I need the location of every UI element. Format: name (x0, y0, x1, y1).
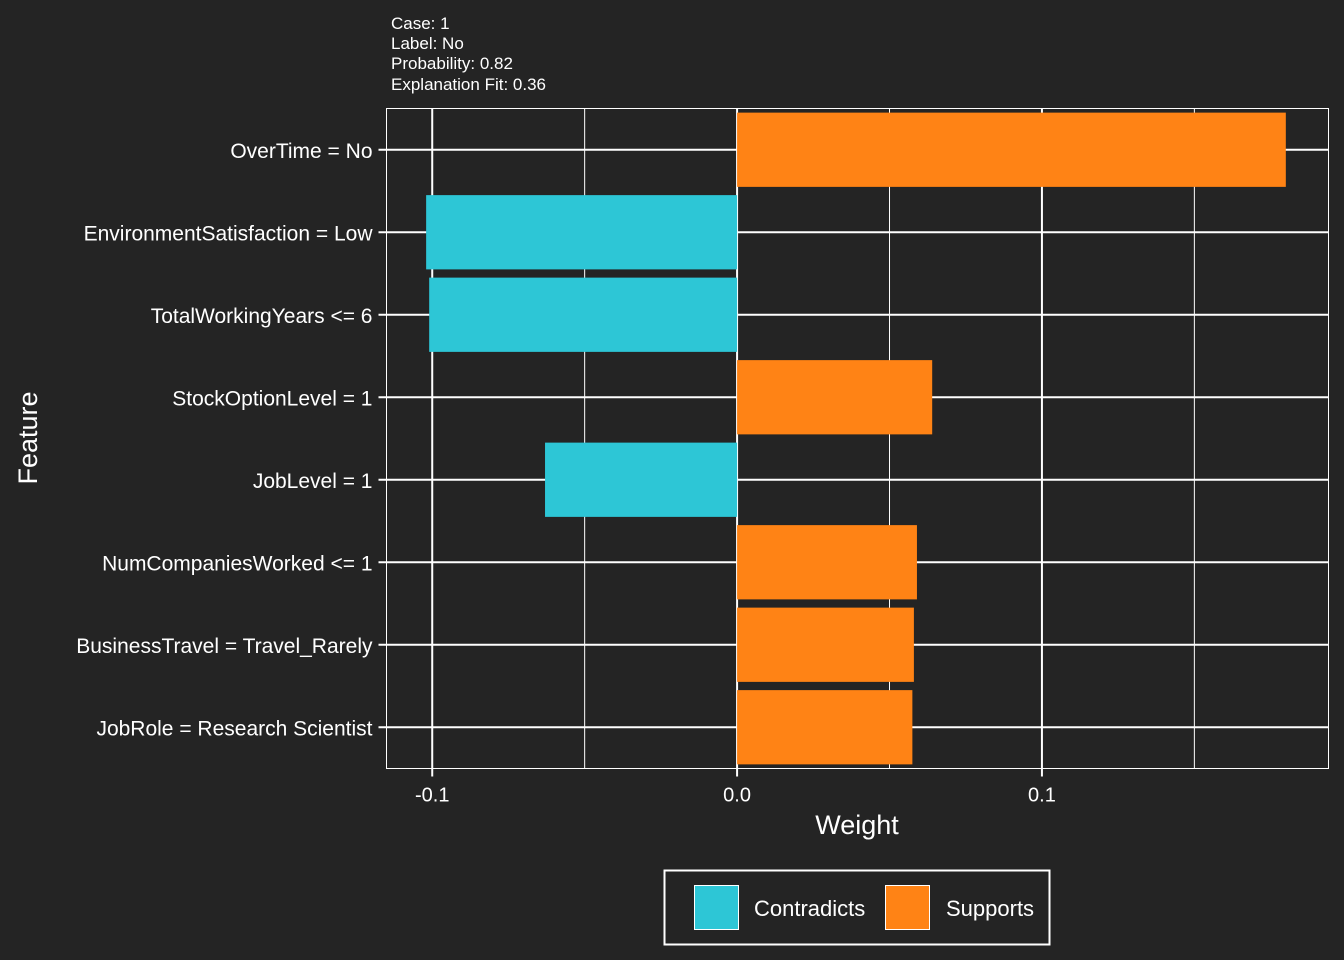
legend-box (663, 869, 1051, 946)
x-tick-label: -0.1 (415, 785, 449, 807)
y-axis: OverTime = No EnvironmentSatisfaction = L… (76, 140, 387, 740)
legend-label-contradicts: Contradicts (754, 896, 865, 921)
y-axis-title: Feature (13, 391, 43, 484)
y-tick-label: NumCompaniesWorked <= 1 (102, 552, 372, 575)
x-axis-title: Weight (815, 810, 899, 840)
bar-contradicts (429, 277, 738, 352)
bar-supports (737, 690, 913, 765)
label-line: Label: No (391, 34, 464, 53)
x-tick-label: 0.1 (1028, 785, 1056, 807)
bar-supports (737, 525, 917, 600)
bars (426, 112, 1286, 765)
y-tick-label: JobRole = Research Scientist (96, 717, 372, 740)
bar-supports (737, 360, 933, 435)
y-tick-label: JobLevel = 1 (253, 470, 373, 493)
bar-supports (737, 112, 1286, 187)
y-tick-label: TotalWorkingYears <= 6 (151, 305, 373, 328)
bar-contradicts (545, 442, 738, 517)
x-tick-label: 0.0 (723, 785, 751, 807)
y-tick-label: StockOptionLevel = 1 (172, 387, 372, 410)
bar-supports (737, 607, 914, 682)
legend-swatch-contradicts (694, 885, 739, 930)
legend-swatch-supports (885, 885, 930, 930)
explanation-fit-line: Explanation Fit: 0.36 (391, 75, 546, 94)
probability-line: Probability: 0.82 (391, 54, 513, 73)
y-tick-label: EnvironmentSatisfaction = Low (84, 222, 374, 245)
y-tick-label: OverTime = No (230, 140, 372, 163)
case-line: Case: 1 (391, 14, 450, 33)
y-tick-label: BusinessTravel = Travel_Rarely (76, 635, 373, 658)
bar-contradicts (426, 195, 738, 270)
case-info: Case: 1 Label: No Probability: 0.82 Expl… (391, 14, 546, 94)
legend-label-supports: Supports (946, 896, 1034, 921)
legend: Contradicts Supports (663, 869, 1051, 946)
x-axis: -0.1 0.0 0.1 (415, 768, 1056, 807)
